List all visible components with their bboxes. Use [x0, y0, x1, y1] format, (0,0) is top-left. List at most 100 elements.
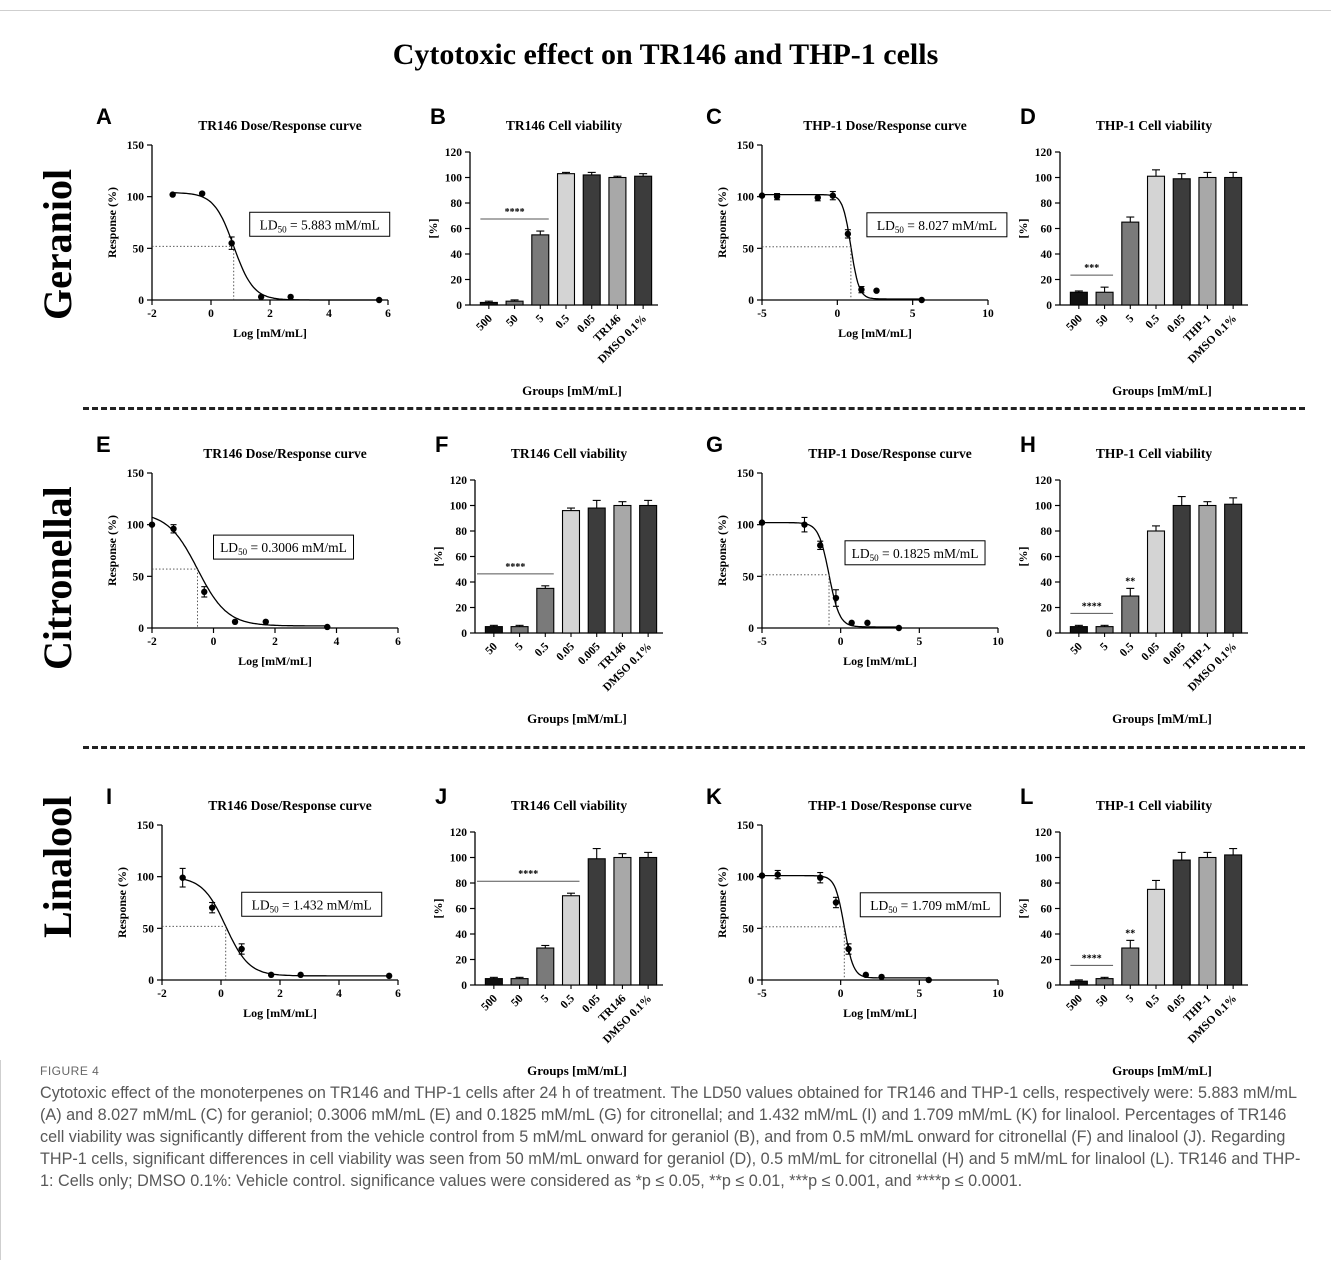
bar	[634, 175, 653, 306]
x-tick-label: 500	[479, 992, 500, 1013]
y-tick-label: 40	[1041, 249, 1053, 261]
bar	[561, 510, 581, 634]
x-tick-label: 4	[326, 308, 332, 320]
data-point	[814, 194, 821, 201]
panel-k: K THP-1 Dose/Response curve 0 50 100 150 -5 0 5 1…	[700, 780, 1010, 1030]
significance-mark: **	[1125, 928, 1135, 939]
data-point	[864, 619, 871, 627]
panel-letter: B	[430, 104, 446, 129]
data-point	[287, 293, 294, 301]
y-tick-label: 60	[1041, 552, 1053, 564]
panel-b: B TR146 Cell viability 0 20 40 60 80 100 120 [%] 5…	[420, 100, 680, 405]
bar	[484, 978, 503, 986]
y-tick-label: 150	[137, 820, 155, 832]
chart-title: TR146 Dose/Response curve	[203, 446, 367, 461]
panel-l: L THP-1 Cell viability 0 20 40 60 80 100 120 [%] 5…	[1010, 780, 1270, 1078]
fit-curve	[151, 516, 328, 627]
ld50-label: LD50 = 1.432 mM/mL	[252, 897, 372, 914]
y-tick-label: 60	[1041, 904, 1053, 916]
fit-curve	[762, 521, 899, 628]
y-axis-label: [%]	[426, 219, 440, 239]
bar	[1121, 595, 1140, 634]
y-tick-label: 20	[1041, 603, 1053, 615]
x-axis-label: Groups [mM/mL]	[1112, 383, 1212, 398]
x-tick-label: 50	[483, 640, 500, 657]
y-tick-label: 40	[456, 929, 468, 941]
panel-c: C THP-1 Dose/Response curve 0 50 100 150 -5 0 5 1…	[700, 100, 1008, 350]
x-tick-label: 5	[916, 636, 922, 648]
data-point	[238, 945, 245, 953]
x-tick-label: 5	[910, 308, 916, 320]
row-divider-1	[83, 407, 1305, 410]
x-tick-label: 0.5	[553, 312, 572, 331]
y-tick-label: 80	[1041, 198, 1053, 210]
significance-mark: **	[1125, 576, 1135, 587]
data-point	[873, 287, 880, 294]
x-tick-label: -2	[157, 988, 167, 1000]
bar	[1172, 859, 1191, 986]
panel-letter: D	[1020, 104, 1036, 129]
x-axis-label: Log [mM/mL]	[243, 1006, 317, 1020]
x-tick-label: 5	[1098, 640, 1111, 653]
bar	[1095, 978, 1114, 986]
top-rule	[0, 10, 1331, 11]
x-tick-label: 4	[336, 988, 342, 1000]
x-tick-label: -2	[147, 636, 157, 648]
bar	[531, 234, 550, 306]
data-point	[848, 619, 855, 627]
bar	[613, 504, 632, 634]
x-tick-label: 0	[218, 988, 224, 1000]
x-tick-label: 2	[272, 636, 278, 648]
panel-e: E TR146 Dose/Response curve 0 50 100 150 -2 0 2 4…	[90, 428, 410, 678]
panel-f: F TR146 Cell viability 0 20 40 60 80 100 120 [%] 5…	[425, 428, 685, 733]
data-point	[895, 624, 903, 632]
x-tick-label: 500	[474, 312, 495, 333]
ld50-label: LD50 = 1.709 mM/mL	[870, 898, 990, 915]
data-point	[801, 521, 808, 528]
data-point	[148, 521, 156, 528]
bar	[1172, 178, 1191, 306]
y-axis-label: Response (%)	[715, 187, 729, 258]
data-point	[858, 286, 865, 293]
ld50-box	[866, 212, 1008, 238]
bar	[484, 626, 503, 634]
data-point	[179, 874, 186, 881]
figure-caption: FIGURE 4 Cytotoxic effect of the monoter…	[40, 1064, 1302, 1192]
y-tick-label: 20	[456, 603, 468, 615]
data-point	[758, 192, 766, 199]
y-tick-label: 0	[748, 975, 754, 987]
panel-letter: K	[706, 784, 722, 809]
y-axis-label: Response (%)	[715, 867, 729, 938]
x-tick-label: 500	[1064, 992, 1085, 1013]
y-tick-label: 100	[737, 520, 755, 532]
chart-title: THP-1 Dose/Response curve	[808, 446, 971, 461]
panel-d: D THP-1 Cell viability 0 20 40 60 80 100 120 [%] 5…	[1010, 100, 1270, 405]
y-tick-label: 0	[748, 295, 754, 307]
y-tick-label: 50	[133, 571, 145, 583]
bar	[1069, 626, 1088, 634]
data-point	[817, 874, 824, 881]
x-tick-label: 5	[1124, 992, 1137, 1005]
bar	[1121, 947, 1140, 986]
y-axis-label: Response (%)	[105, 187, 119, 258]
bar	[479, 301, 498, 306]
x-axis-label: Groups [mM/mL]	[527, 1063, 627, 1078]
x-tick-label: 0	[838, 988, 844, 1000]
y-tick-label: 100	[137, 872, 155, 884]
data-point	[324, 623, 331, 631]
significance-label: ****	[1082, 601, 1102, 612]
bar	[1095, 291, 1114, 306]
bar	[510, 626, 529, 634]
y-tick-label: 150	[127, 468, 145, 480]
x-tick-label: 0	[211, 636, 217, 648]
bar	[1172, 504, 1191, 634]
x-axis-label: Log [mM/mL]	[233, 326, 307, 340]
panel-h: H THP-1 Cell viability 0 20 40 60 80 100 120 [%] 5…	[1010, 428, 1270, 733]
panel-letter: J	[435, 784, 447, 809]
x-axis-label: Log [mM/mL]	[843, 1006, 917, 1020]
x-tick-label: 6	[395, 988, 401, 1000]
data-point	[832, 899, 840, 906]
chart-title: THP-1 Cell viability	[1096, 118, 1212, 133]
y-tick-label: 150	[127, 140, 145, 152]
